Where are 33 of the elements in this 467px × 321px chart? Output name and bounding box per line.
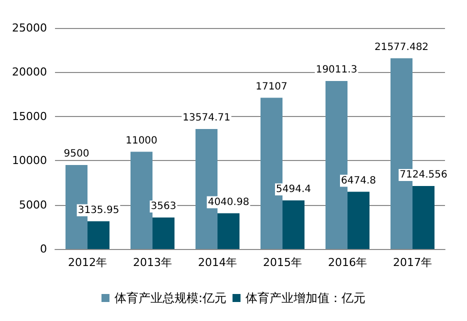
bar	[130, 152, 152, 249]
x-tick-label: 2014年	[198, 256, 237, 269]
y-tick-label: 20000	[12, 66, 47, 79]
y-tick-label: 5000	[19, 198, 47, 212]
data-label: 7124.556	[400, 170, 448, 181]
data-label: 11000	[126, 135, 158, 146]
data-label: 19011.3	[316, 64, 358, 76]
data-label: 21577.482	[374, 42, 429, 53]
bar	[348, 192, 370, 249]
bar	[218, 213, 240, 249]
bar	[282, 200, 304, 249]
legend-label: 体育产业增加值：亿元	[246, 291, 366, 305]
data-label: 6474.8	[341, 175, 376, 186]
bar	[412, 186, 434, 249]
y-tick-label: 10000	[12, 154, 47, 168]
data-label: 17107	[256, 81, 288, 92]
x-tick-label: 2013年	[133, 256, 172, 269]
bar	[88, 221, 110, 249]
data-label: 9500	[64, 148, 90, 160]
bar	[152, 218, 174, 249]
x-tick-label: 2016年	[328, 256, 367, 269]
x-tick-label: 2017年	[393, 256, 432, 269]
legend-label: 体育产业总规模:亿元	[114, 291, 227, 305]
data-label: 3135.95	[78, 204, 120, 216]
data-label: 4040.98	[208, 196, 250, 208]
data-label: 5494.4	[276, 184, 311, 195]
y-tick-label: 15000	[12, 110, 47, 123]
data-label: 3563	[150, 201, 176, 212]
x-tick-label: 2015年	[263, 256, 302, 269]
x-tick-label: 2012年	[68, 256, 107, 269]
y-tick-label: 0	[40, 242, 47, 256]
data-label: 13574.71	[182, 112, 230, 124]
y-tick-label: 25000	[12, 22, 47, 34]
